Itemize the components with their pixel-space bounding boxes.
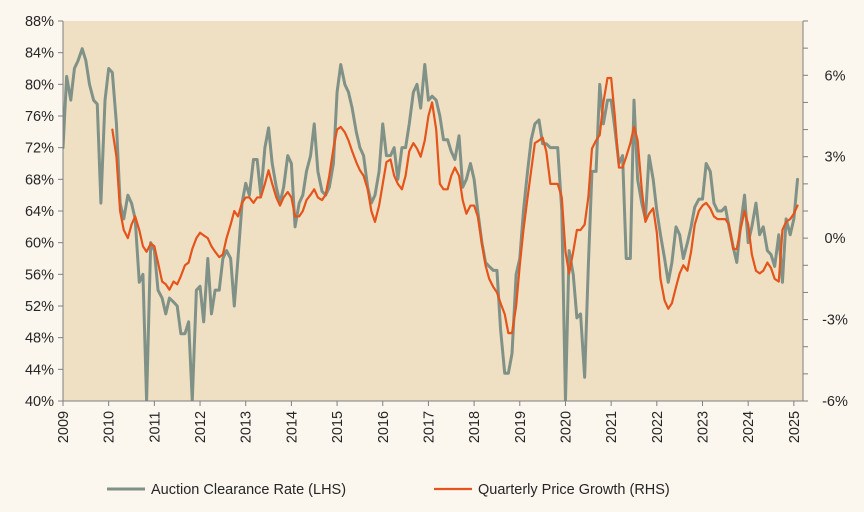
x-tick-label: 2012 [193,411,209,443]
x-tick-label: 2017 [421,411,437,443]
legend-label-price-line: Quarterly Price Growth (RHS) [478,482,670,498]
x-tick-label: 2013 [239,411,255,443]
y-left-tick-label: 80% [25,77,54,93]
plot-area [63,21,803,401]
x-tick-label: 2010 [102,411,118,443]
x-tick-label: 2018 [467,411,483,443]
x-tick-label: 2014 [284,411,300,443]
x-tick-label: 2025 [787,411,803,443]
y-left-tick-label: 48% [25,331,54,347]
legend: Auction Clearance Rate (LHS) Quarterly Pr… [107,482,670,498]
y-left-tick-label: 76% [25,109,54,125]
y-left-tick-label: 84% [25,46,54,62]
x-tick-label: 2020 [558,411,574,443]
y-right-tick-label: 3% [825,150,846,166]
y-right-tick-label: -3% [822,313,848,329]
series-price-line [111,76,799,335]
series-layer [63,47,800,401]
y-left-tick-label: 56% [25,267,54,283]
x-tick-label: 2009 [56,411,72,443]
y-left-tick-label: 40% [25,394,54,410]
x-tick-label: 2024 [741,411,757,443]
y-right-tick-label: 6% [825,68,846,84]
x-tick-label: 2022 [650,411,666,443]
axis-layer: 40% 44% 48% 52% 56% 60% 64% 68% 72% 76% 80% 84% 88% -… [25,14,848,443]
y-left-tick-label: 72% [25,141,54,157]
x-tick-label: 2016 [376,411,392,443]
x-tick-label: 2023 [696,411,712,443]
x-tick-label: 2015 [330,411,346,443]
y-left-tick-label: 60% [25,236,54,252]
x-tick-label: 2019 [513,411,529,443]
y-right-tick-label: -6% [822,394,848,410]
y-left-tick-label: 88% [25,14,54,30]
series-auction-line [63,47,800,401]
y-left-tick-label: 68% [25,172,54,188]
x-tick-label: 2021 [604,411,620,443]
y-right-tick-label: 0% [825,231,846,247]
legend-label-auction-line: Auction Clearance Rate (LHS) [151,482,346,498]
y-left-tick-label: 44% [25,362,54,378]
x-tick-label: 2011 [147,411,163,442]
y-left-tick-label: 64% [25,204,54,220]
y-left-tick-label: 52% [25,299,54,315]
